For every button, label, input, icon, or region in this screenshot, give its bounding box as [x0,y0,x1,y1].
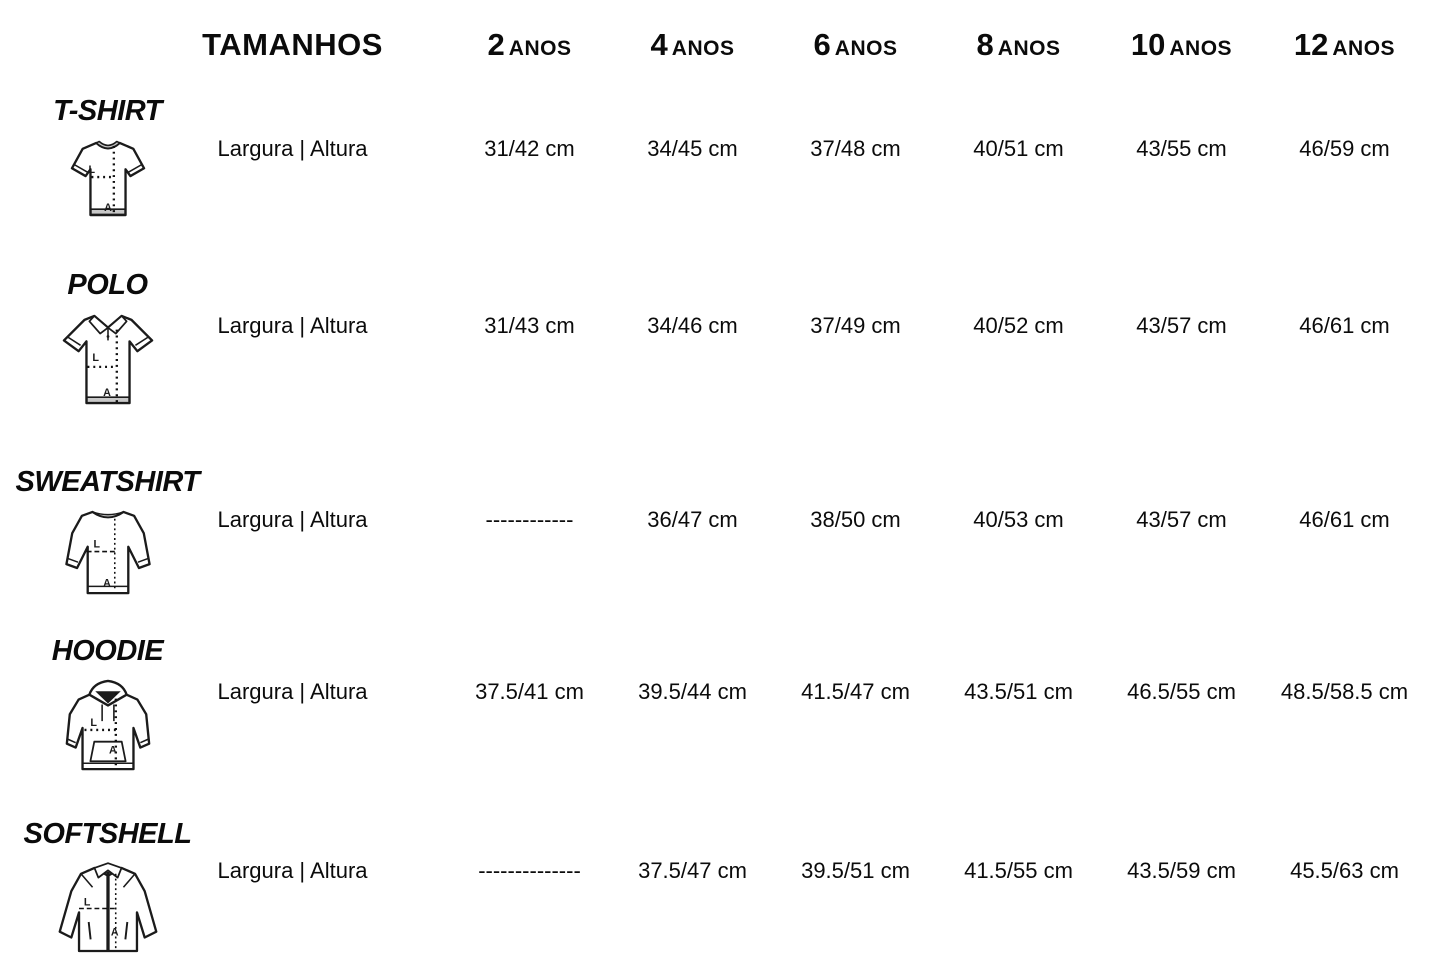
size-number: 2 [487,27,505,62]
size-value: 43.5/51 cm [964,679,1073,704]
height-letter-label: A [103,387,111,399]
size-unit: ANOS [508,37,572,60]
table-header-row: TAMANHOS 2 ANOS 4 ANOS 6 ANOS 8 ANOS 10 ANOS … [20,0,1445,90]
size-value: 43/57 cm [1136,313,1227,338]
hoodie-icon: L A [57,679,159,775]
table-row-softshell: SOFTSHELL L A Largura | Altura ---------… [20,808,1445,972]
width-letter-label: L [90,717,97,729]
measure-label: Largura | Altura [217,507,368,532]
size-value: 39.5/44 cm [638,679,747,704]
size-unit: ANOS [834,37,898,60]
garment-name: HOODIE [51,635,164,667]
garment-name: SOFTSHELL [23,818,192,850]
garment-label-column: SWEATSHIRT L A [15,455,200,597]
size-value: 39.5/51 cm [801,858,910,883]
size-value: 34/46 cm [647,313,738,338]
size-value: 40/52 cm [973,313,1064,338]
size-value: 41.5/47 cm [801,679,910,704]
size-number: 6 [813,27,831,62]
size-value: 40/51 cm [973,136,1064,161]
height-letter-label: A [108,744,116,756]
size-value: 37.5/47 cm [638,858,747,883]
size-value: 48.5/58.5 cm [1280,679,1409,704]
table-row-hoodie: HOODIE L A Largura | Altura 37.5/41 [20,625,1445,808]
size-value: 43.5/59 cm [1127,858,1236,883]
size-value: 37/49 cm [810,313,901,338]
size-value: 37.5/41 cm [475,679,584,704]
garment-label-column: POLO L A [20,262,195,408]
size-number: 8 [976,27,994,62]
softshell-jacket-icon: L A [52,862,164,956]
size-number: 10 [1130,27,1166,62]
size-col-header-10: 10 ANOS [1100,27,1263,63]
size-unit: ANOS [1332,37,1396,60]
width-letter-label: L [88,164,95,176]
size-value: 46.5/55 cm [1127,679,1236,704]
size-number: 12 [1293,27,1329,62]
sweatshirt-icon: L A [58,510,158,597]
t-shirt-icon: L A [70,139,146,219]
size-value: 40/53 cm [973,507,1064,532]
size-value: -------------- [478,858,581,883]
garment-name: POLO [67,269,148,301]
size-value: 46/61 cm [1299,507,1390,532]
size-value: ------------ [485,507,574,532]
height-letter-label: A [103,577,111,589]
size-col-header-4: 4 ANOS [611,27,774,63]
sizes-title: TAMANHOS [202,27,383,62]
size-value: 37/48 cm [810,136,901,161]
size-unit: ANOS [1169,37,1233,60]
width-letter-label: L [83,897,90,909]
table-row-polo: POLO L A Largura | Altura 31/43 cm [20,262,1445,455]
size-value: 45.5/63 cm [1290,858,1399,883]
garment-label-column: T-SHIRT L A [20,90,195,219]
table-row-sweatshirt: SWEATSHIRT L A Largura | Altura --------… [15,455,1445,625]
garment-label-column: SOFTSHELL L A [20,808,195,956]
measure-label: Largura | Altura [217,858,368,883]
garment-name: T-SHIRT [53,95,162,127]
size-value: 31/43 cm [484,313,575,338]
measure-label: Largura | Altura [217,313,368,338]
size-value: 46/59 cm [1299,136,1390,161]
width-letter-label: L [93,539,100,551]
height-letter-label: A [110,927,118,939]
measure-label: Largura | Altura [217,136,368,161]
size-value: 31/42 cm [484,136,575,161]
size-number: 4 [650,27,668,62]
polo-shirt-icon: L A [61,313,155,408]
size-col-header-12: 12 ANOS [1263,27,1426,63]
size-value: 41.5/55 cm [964,858,1073,883]
size-value: 36/47 cm [647,507,738,532]
size-value: 43/55 cm [1136,136,1227,161]
size-value: 38/50 cm [810,507,901,532]
measure-label: Largura | Altura [217,679,368,704]
table-row-tshirt: T-SHIRT L A Largura | Altura 31/42 cm 34… [20,90,1445,262]
size-col-header-2: 2 ANOS [448,27,611,63]
size-unit: ANOS [997,37,1061,60]
size-value: 46/61 cm [1299,313,1390,338]
garment-name: SWEATSHIRT [15,466,200,498]
size-value: 34/45 cm [647,136,738,161]
width-letter-label: L [92,352,99,364]
garment-label-column: HOODIE L A [20,625,195,775]
height-letter-label: A [104,202,112,214]
size-col-header-8: 8 ANOS [937,27,1100,63]
size-unit: ANOS [671,37,735,60]
size-col-header-6: 6 ANOS [774,27,937,63]
size-value: 43/57 cm [1136,507,1227,532]
